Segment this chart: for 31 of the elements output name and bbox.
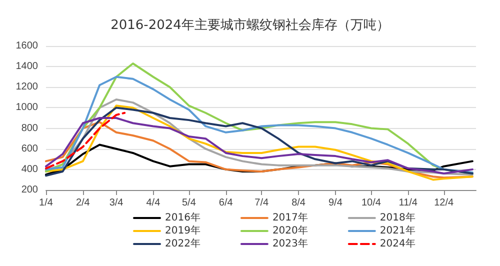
x-tick-label: 8/4 [292, 198, 306, 208]
chart-title: 2016-2024年主要城市螺纹钢社会库存（万吨） [110, 17, 390, 33]
legend-label: 2017年 [272, 212, 308, 224]
y-tick-label: 1000 [16, 102, 38, 114]
y-tick-label: 200 [21, 184, 38, 196]
y-tick-label: 400 [21, 164, 38, 175]
y-tick-label: 1400 [16, 61, 38, 72]
legend-label: 2019年 [165, 224, 200, 236]
y-tick-label: 600 [21, 143, 38, 154]
x-tick-label: 1/4 [39, 198, 54, 208]
legend-label: 2023年 [272, 238, 308, 250]
legend-label: 2022年 [165, 238, 200, 250]
x-tick-label: 6/4 [218, 198, 234, 208]
x-tick-label: 10/4 [361, 198, 382, 208]
y-tick-label: 800 [21, 122, 38, 134]
y-tick-label: 1600 [16, 40, 38, 52]
x-tick-label: 5/4 [182, 198, 196, 208]
x-tick-label: 3/4 [109, 198, 124, 208]
x-tick-label: 4/4 [146, 198, 161, 208]
legend-label: 2016年 [165, 212, 200, 224]
x-tick-label: 12/4 [434, 198, 454, 208]
x-tick-label: 2/4 [76, 198, 90, 208]
x-tick-label: 11/4 [398, 198, 418, 208]
legend-label: 2018年 [380, 212, 416, 224]
x-tick-label: 9/4 [328, 198, 343, 208]
legend-label: 2024年 [380, 238, 416, 250]
line-series [45, 112, 126, 170]
y-tick-label: 1200 [16, 82, 38, 93]
legend-label: 2021年 [380, 224, 416, 236]
legend-label: 2020年 [272, 224, 308, 236]
x-tick-label: 7/4 [254, 198, 269, 208]
